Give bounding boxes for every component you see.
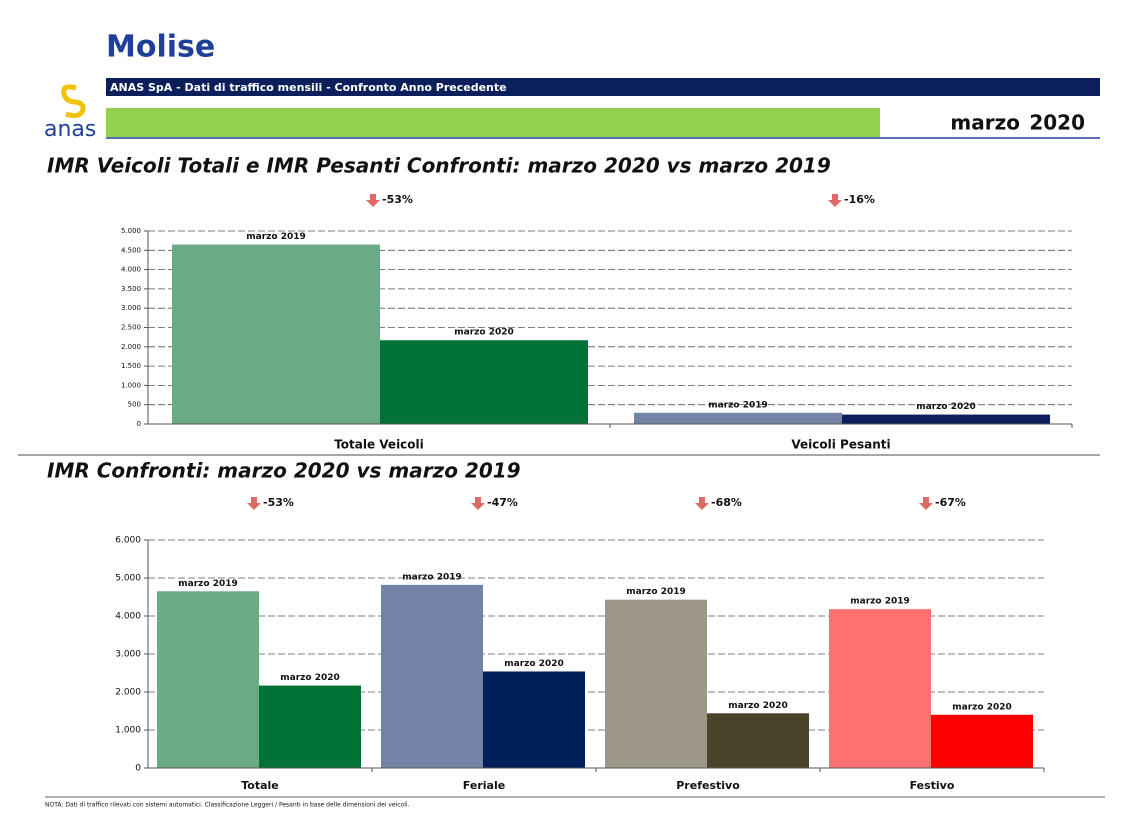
y-tick-label: 3.000 [115,650,141,660]
page-title: Molise [106,30,215,65]
change-label: -53% [382,193,413,206]
bar [259,685,361,768]
change-label: -67% [935,496,966,509]
bar [483,671,585,768]
logo-text: anas [44,117,96,142]
bar-label: marzo 2019 [246,232,306,242]
change-arrow [695,497,709,510]
bar [157,591,259,768]
banner-text: ANAS SpA - Dati di traffico mensili - Co… [110,81,507,94]
change-arrow [828,194,842,207]
change-label: -16% [844,193,875,206]
y-tick-label: 0 [137,420,141,428]
y-tick-label: 5.000 [121,227,141,235]
bar [634,412,842,424]
bar [842,414,1050,424]
y-tick-label: 4.000 [121,266,141,274]
bar [380,340,588,424]
y-tick-label: 3.500 [121,285,141,293]
year: 2020 [1029,111,1085,135]
change-arrow [919,497,933,510]
bar [707,713,809,768]
x-tick-label: Totale Veicoli [334,438,424,452]
x-tick-label: Festivo [910,779,955,792]
bar-label: marzo 2020 [280,673,340,683]
y-tick-label: 0 [135,764,141,774]
bar-label: marzo 2019 [178,579,238,589]
y-tick-label: 5.000 [115,574,141,584]
y-tick-label: 1.000 [115,726,141,736]
change-label: -47% [487,496,518,509]
y-tick-label: 500 [128,401,141,409]
y-tick-label: 2.000 [121,343,141,351]
change-label: -53% [263,496,294,509]
y-tick-label: 4.000 [115,612,141,622]
bar [381,584,483,768]
bar [172,244,380,424]
change-label: -68% [711,496,742,509]
change-arrow [247,497,261,510]
bar-label: marzo 2019 [626,587,686,597]
x-tick-label: Prefestivo [676,779,740,792]
green-bar [106,108,880,137]
chart-title: IMR Veicoli Totali e IMR Pesanti Confron… [47,154,831,178]
bar-label: marzo 2019 [850,597,910,607]
y-tick-label: 2.500 [121,324,141,332]
bar [829,609,931,768]
change-arrow [471,497,485,510]
month: marzo [950,111,1020,135]
bar-label: marzo 2020 [728,701,788,711]
bar-label: marzo 2020 [454,328,514,338]
y-tick-label: 1.500 [121,362,141,370]
bar-label: marzo 2019 [708,400,768,410]
bar [605,599,707,768]
bar-label: marzo 2020 [504,659,564,669]
x-tick-label: Feriale [463,779,505,792]
chart-title: IMR Confronti: marzo 2020 vs marzo 2019 [47,459,521,483]
logo-mark [61,84,86,119]
bar [931,714,1033,768]
y-tick-label: 6.000 [115,536,141,546]
bar-label: marzo 2019 [402,572,462,582]
y-tick-label: 1.000 [121,381,141,389]
change-arrow [366,194,380,207]
x-tick-label: Veicoli Pesanti [791,438,890,452]
x-tick-label: Totale [241,779,279,792]
y-tick-label: 4.500 [121,246,141,254]
y-tick-label: 2.000 [115,688,141,698]
bar-label: marzo 2020 [952,702,1012,712]
bar-label: marzo 2020 [916,402,976,412]
banner-bar [106,78,1100,96]
footnote: NOTA: Dati di traffico rilevati con sist… [45,802,410,809]
y-tick-label: 3.000 [121,304,141,312]
